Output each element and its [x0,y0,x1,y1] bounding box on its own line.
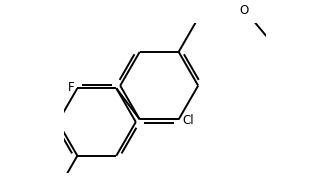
Text: O: O [239,4,248,17]
Text: F: F [68,81,74,94]
Text: Cl: Cl [182,114,194,127]
